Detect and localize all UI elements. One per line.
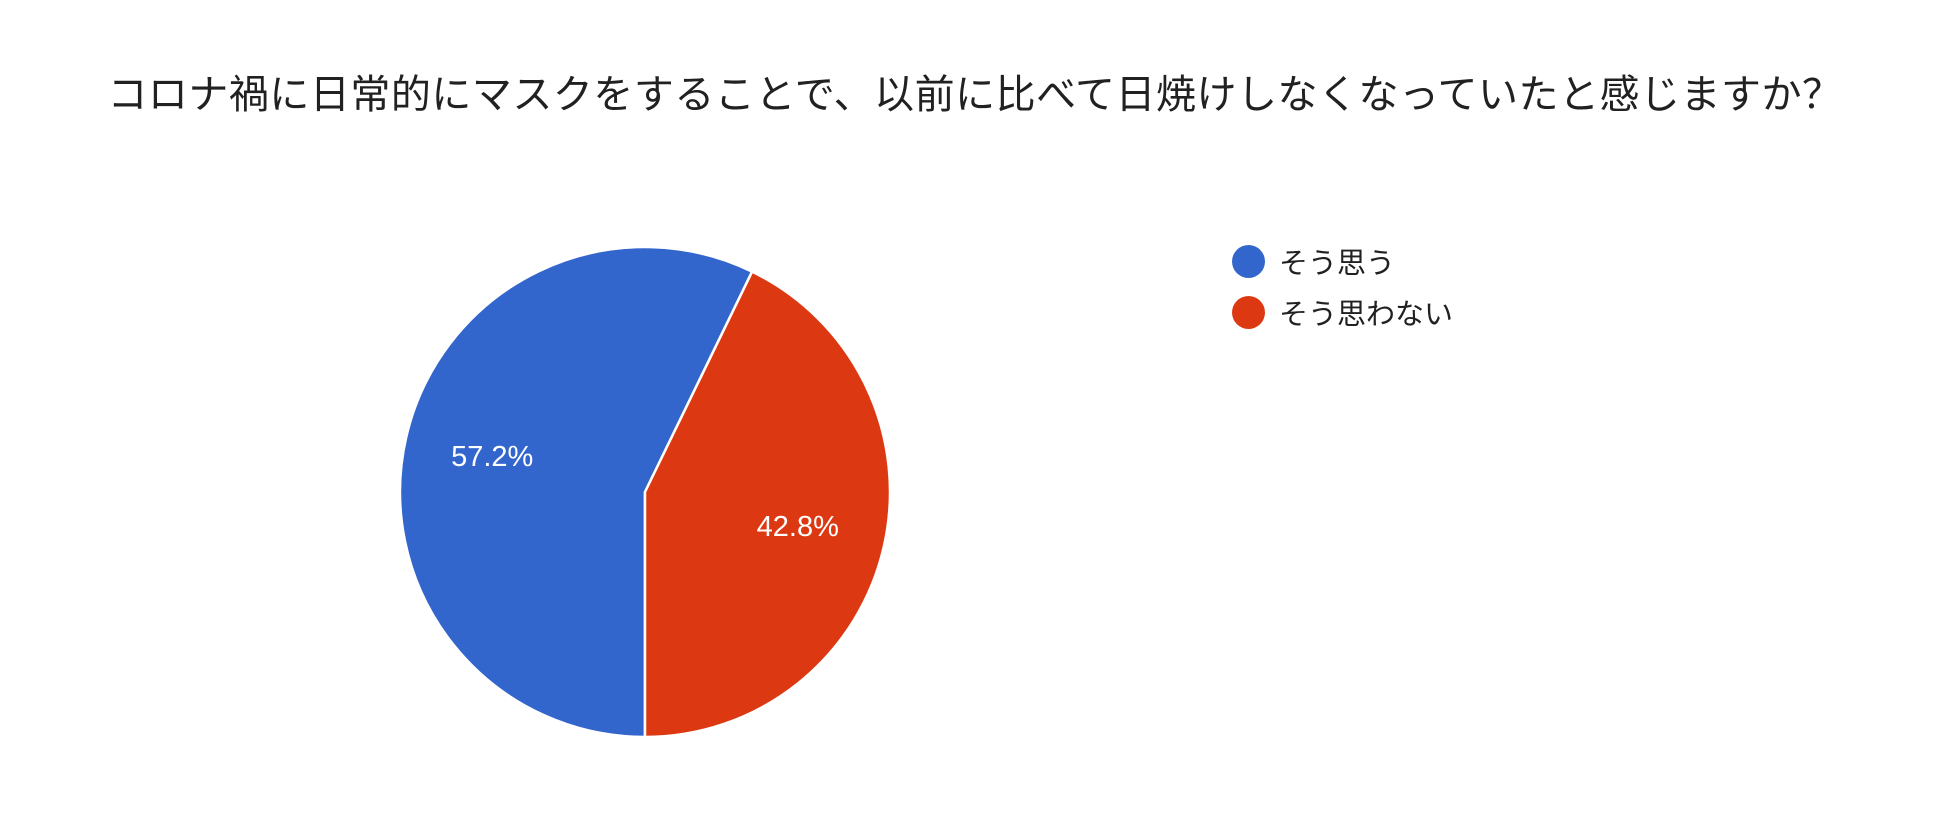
chart-title: コロナ禍に日常的にマスクをすることで、以前に比べて日焼けしなくなっていたと感じま…: [107, 72, 1843, 118]
legend-item-agree[interactable]: そう思う: [1232, 244, 1453, 280]
pie-chart: 57.2% 42.8%: [395, 242, 895, 742]
pie-svg: 57.2% 42.8%: [398, 245, 892, 739]
legend-item-disagree[interactable]: そう思わない: [1232, 295, 1453, 331]
slice-label-disagree: 42.8%: [757, 511, 839, 543]
legend-swatch-agree: [1232, 244, 1265, 278]
slice-label-agree: 57.2%: [451, 441, 533, 473]
chart-legend: そう思う そう思わない: [1232, 244, 1453, 346]
pie-slice-disagree[interactable]: [643, 270, 892, 739]
legend-swatch-disagree: [1232, 295, 1265, 329]
legend-label-disagree: そう思わない: [1279, 297, 1454, 331]
pie-slice-agree[interactable]: [398, 245, 754, 739]
legend-label-agree: そう思う: [1279, 246, 1396, 280]
